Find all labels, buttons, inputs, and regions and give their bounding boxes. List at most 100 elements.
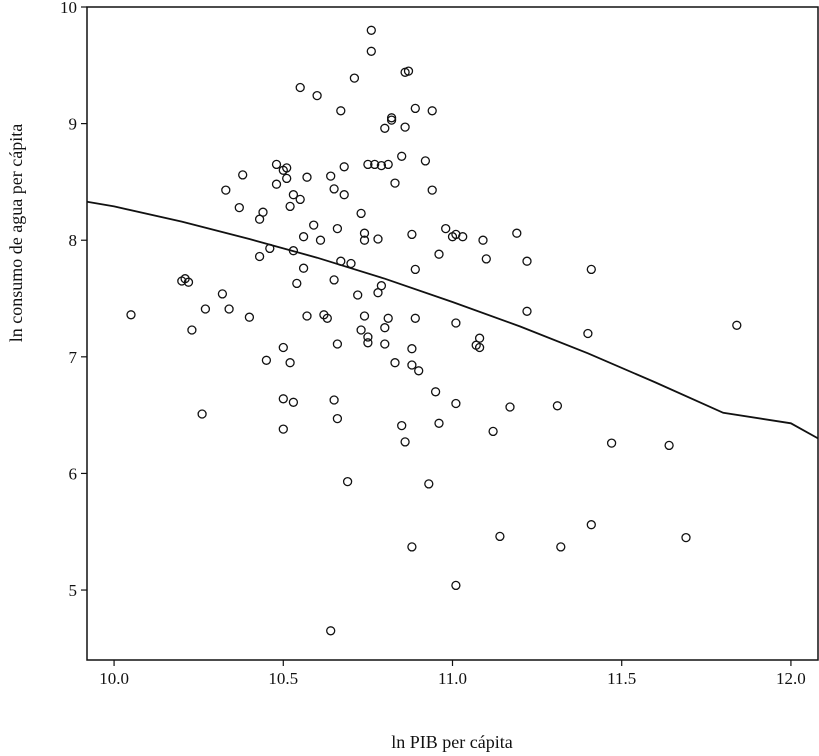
y-axis-label: ln consumo de agua per cápita <box>6 124 26 342</box>
data-point <box>312 90 322 101</box>
data-point <box>332 339 343 349</box>
data-point <box>265 243 275 254</box>
data-point <box>322 313 332 323</box>
data-point <box>451 318 461 328</box>
data-point <box>292 278 302 289</box>
data-point <box>200 304 211 314</box>
data-point <box>363 338 373 348</box>
data-point <box>606 438 617 448</box>
data-point <box>356 208 366 219</box>
data-point <box>295 194 305 205</box>
data-point <box>474 333 485 343</box>
data-point <box>359 311 370 321</box>
data-point <box>271 179 282 189</box>
data-point <box>732 320 742 330</box>
data-point <box>427 185 437 195</box>
x-tick-label: 10.0 <box>99 669 129 688</box>
data-point <box>298 263 309 273</box>
data-point <box>556 542 566 552</box>
data-point <box>434 249 444 259</box>
data-point <box>407 344 417 354</box>
data-point <box>363 159 373 170</box>
data-point <box>285 358 295 368</box>
data-point <box>586 264 596 275</box>
y-tick-label: 8 <box>69 231 78 250</box>
data-point <box>288 397 299 407</box>
data-point <box>342 476 353 487</box>
data-point <box>552 401 563 411</box>
data-point <box>187 325 197 335</box>
data-point <box>586 520 596 530</box>
data-point <box>427 106 437 116</box>
data-point <box>407 360 417 370</box>
data-point <box>451 398 461 409</box>
data-point <box>478 235 488 245</box>
data-point <box>254 251 265 262</box>
data-point <box>407 542 417 552</box>
data-point <box>359 228 370 238</box>
y-tick-label: 6 <box>69 464 78 483</box>
x-tick-label: 11.5 <box>607 669 636 688</box>
data-point <box>434 418 444 428</box>
data-point <box>380 123 390 133</box>
x-tick-label: 12.0 <box>776 669 806 688</box>
data-point <box>295 82 305 93</box>
data-point <box>339 162 349 172</box>
data-point <box>349 73 360 83</box>
data-point <box>383 159 393 170</box>
data-point <box>400 122 410 132</box>
data-point <box>339 190 349 200</box>
data-point <box>414 366 424 376</box>
data-point <box>336 256 346 266</box>
data-point <box>329 395 339 405</box>
data-point <box>681 532 691 543</box>
data-point <box>397 151 407 161</box>
data-point <box>288 246 299 256</box>
data-point <box>278 424 288 434</box>
data-point <box>346 258 356 269</box>
data-point <box>407 229 417 240</box>
data-point <box>458 232 468 242</box>
data-point <box>410 313 420 323</box>
x-tick-label: 10.5 <box>268 669 298 688</box>
x-axis: 10.0 10.5 11.0 11.5 12.0 <box>99 660 806 688</box>
data-point <box>363 332 373 342</box>
data-point <box>522 306 532 316</box>
data-point <box>512 228 522 238</box>
y-tick-label: 10 <box>60 0 77 17</box>
data-point <box>326 171 336 181</box>
data-point <box>197 409 207 419</box>
data-point <box>126 310 136 320</box>
data-point <box>234 202 244 213</box>
data-point <box>376 160 387 171</box>
data-point <box>376 281 387 291</box>
data-point <box>315 235 326 245</box>
y-tick-label: 5 <box>69 581 78 600</box>
data-point <box>397 420 407 431</box>
y-tick-label: 9 <box>69 115 78 134</box>
data-point <box>221 185 231 195</box>
data-point <box>390 358 400 368</box>
data-point <box>383 313 393 323</box>
data-point <box>522 256 532 266</box>
data-point <box>238 170 248 180</box>
data-point <box>451 580 461 591</box>
data-point <box>583 328 593 339</box>
data-point <box>390 178 400 188</box>
data-point <box>400 437 410 447</box>
data-point <box>359 235 370 245</box>
data-point <box>298 232 309 242</box>
y-tick-label: 7 <box>69 348 78 367</box>
data-point <box>366 46 376 56</box>
data-point <box>261 355 272 365</box>
x-tick-label: 11.0 <box>438 669 467 688</box>
data-point <box>430 387 441 397</box>
data-point <box>288 190 299 200</box>
data-point <box>329 275 339 285</box>
data-point <box>441 223 451 234</box>
data-point <box>329 184 339 194</box>
x-axis-label: ln PIB per cápita <box>391 732 512 752</box>
y-axis: 5 6 7 8 9 10 <box>60 0 87 600</box>
data-point <box>356 325 366 335</box>
